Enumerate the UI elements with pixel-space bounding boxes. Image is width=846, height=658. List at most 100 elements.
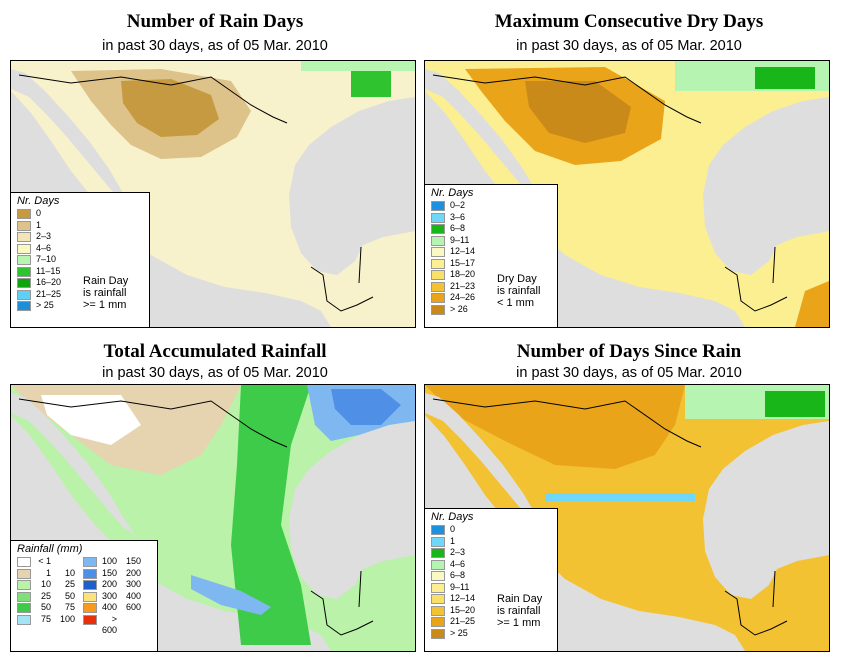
panel-title: Maximum Consecutive Dry Days [494,11,764,32]
panel-title: Number of Rain Days [126,11,304,32]
legend-label: 4–6 [36,242,52,253]
legend-entry: 0–2 [425,200,557,212]
legend-label: 6–8 [450,223,466,233]
panel-subtitle: in past 30 days, as of 05 Mar. 2010 [516,365,742,381]
legend-entry: 2–3 [425,547,557,559]
legend-label: 10 [40,579,51,589]
legend-label: 9–11 [450,581,470,592]
legend-swatch [431,536,445,547]
legend-label: 11–15 [36,265,61,276]
legend-label: < 1 [38,556,51,566]
legend-title: Rainfall (mm) [17,543,83,555]
legend-label: > 600 [101,613,117,635]
legend-note: Rain Day is rainfall >= 1 mm [497,593,542,629]
legend-entry: 21–23 [425,281,557,293]
legend-label: 1 [450,535,456,546]
legend-label: 18–20 [450,269,476,279]
legend-label: 1 [36,219,42,230]
legend-entry: 0 [425,524,557,536]
legend: Rainfall (mm) < 1 1 10 10 25 25 50 50 75 75 100 100… [11,540,158,651]
legend-entry: 0 [11,208,149,220]
legend-label: 600 [125,602,141,612]
legend-entry: 9–11 [425,235,557,247]
legend-entry: 1 [11,220,149,232]
legend-label: 400 [125,590,141,601]
legend-entry: 16–20 [11,277,149,289]
legend-label: 25 [40,590,51,601]
legend-entry: 7–10 [11,254,149,266]
legend-swatch [431,212,445,223]
legend-swatch [431,628,445,639]
note-line: is rainfall [83,287,127,299]
legend-title: Nr. Days [431,511,474,523]
legend-swatch [17,209,31,219]
legend-entry: 4–6 [11,243,149,255]
legend-label: 12–14 [450,246,476,256]
legend-swatch [431,293,445,303]
legend-entry: 2–3 [11,231,149,243]
legend-label: 4–6 [450,558,466,569]
map-max-dry-days: Nr. Days 0–2 3–6 6–8 9–11 12–14 15–17 18–20 21–… [424,60,830,328]
legend-swatch [431,525,445,535]
legend-label: 75 [40,613,51,624]
legend-entry: 15–20 [425,605,557,617]
legend-swatch [431,571,445,581]
legend-label: 3–6 [450,211,466,222]
legend-label: 10 [64,567,75,578]
legend-label: 200 [125,567,141,578]
legend-label: 12–14 [450,593,476,603]
legend-swatch [431,235,445,246]
legend-title: Nr. Days [17,195,60,207]
legend-swatch [17,255,31,265]
legend-label: 0 [450,524,456,534]
note-line: Dry Day [497,273,537,285]
legend-label: 0 [36,208,42,218]
legend-label: 21–25 [450,616,476,626]
legend-label: > 26 [450,303,468,314]
map-days-since-rain: Nr. Days 0 1 2–3 4–6 6–8 9–11 12–14 15–20 21–25 >… [424,384,830,652]
legend-label: 15–20 [450,604,476,615]
legend-swatch [17,568,31,579]
legend: Nr. Days 0–2 3–6 6–8 9–11 12–14 15–17 18–20 21–… [425,184,558,327]
legend-label: 300 [125,579,141,589]
note-line: Rain Day [83,275,129,287]
legend-entry: 18–20 [425,269,557,281]
legend-swatch [17,220,31,231]
legend-swatch [17,591,31,602]
legend-note: Dry Day is rainfall < 1 mm [497,273,540,309]
legend-entry: 21–25 [11,289,149,301]
legend-swatch [17,557,31,567]
legend-swatch [83,591,97,602]
legend-swatch [17,603,31,613]
legend-swatch [83,614,97,625]
legend: Nr. Days 0 1 2–3 4–6 7–10 11–15 16–20 21–25 > 25 [11,192,150,327]
legend-entry: 1 [425,536,557,548]
legend-entry: 6–8 [425,223,557,235]
legend-swatch [83,557,97,567]
legend-entry: > 25 [425,628,557,640]
legend-label: 21–25 [36,288,62,299]
legend-entry: 21–25 [425,616,557,628]
legend-entry: 24–26 [425,292,557,304]
panel-subtitle: in past 30 days, as of 05 Mar. 2010 [102,365,328,381]
legend-label: 100 [59,613,75,624]
legend-entry: > 26 [425,304,557,316]
legend-label: 16–20 [36,277,62,287]
legend-swatch [17,266,31,277]
legend-entry: 12–14 [425,593,557,605]
legend-swatch [431,201,445,211]
legend-label: 150 [125,556,141,566]
legend-swatch [431,281,445,292]
legend-swatch [431,304,445,315]
legend-swatch [83,603,97,613]
legend-entry: 9–11 [425,582,557,594]
legend-swatch [83,580,97,590]
legend-label: 21–23 [450,280,476,291]
legend-label: 150 [101,567,117,578]
legend-swatch [17,243,31,254]
legend-entry: 11–15 [11,266,149,278]
panel-subtitle: in past 30 days, as of 05 Mar. 2010 [102,38,328,54]
legend-note: Rain Day is rainfall >= 1 mm [83,275,128,311]
legend-swatch [83,568,97,579]
legend-swatch [17,232,31,242]
